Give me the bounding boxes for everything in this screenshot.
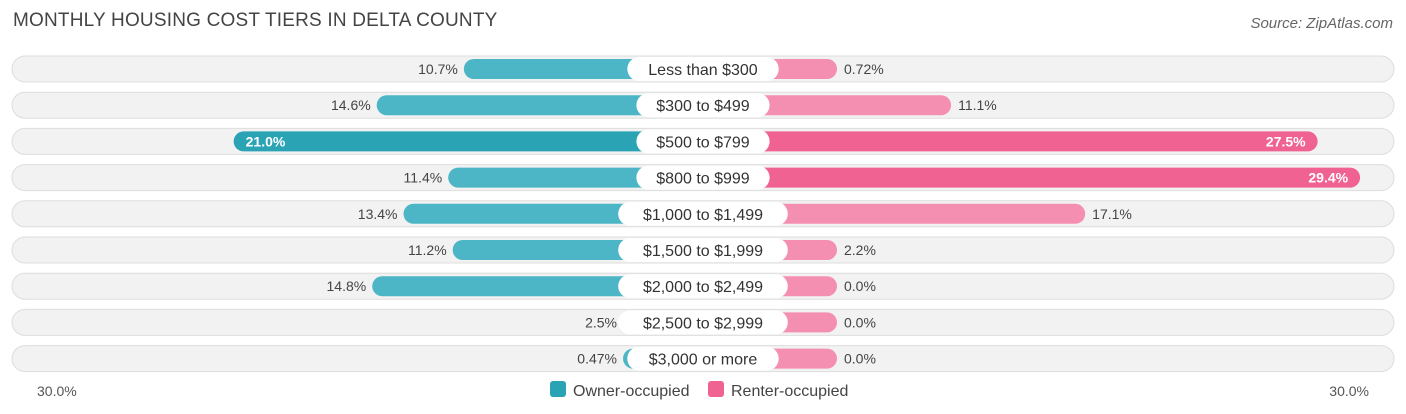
owner-value-label: 21.0%: [246, 133, 286, 149]
category-label: $1,500 to $1,999: [643, 243, 763, 260]
owner-value-label: 10.7%: [418, 61, 458, 77]
legend-renter-swatch: [708, 381, 724, 397]
renter-value-label: 0.0%: [844, 314, 876, 330]
owner-bar: [376, 95, 703, 116]
category-label: $800 to $999: [656, 171, 750, 188]
category-pill: [618, 274, 788, 299]
category-label: $1,000 to $1,499: [643, 207, 763, 224]
legend-owner-swatch: [550, 381, 566, 397]
renter-value-label: 0.72%: [844, 61, 884, 77]
category-label: $3,000 or more: [649, 352, 758, 369]
renter-bar: [703, 131, 1318, 152]
owner-bar: [233, 131, 703, 152]
renter-bar: [703, 167, 1361, 188]
owner-value-label: 14.6%: [331, 97, 371, 113]
category-pill: [636, 93, 770, 118]
renter-value-label: 17.1%: [1092, 206, 1132, 222]
category-label: $500 to $799: [656, 134, 750, 151]
legend-renter-label: Renter-occupied: [731, 383, 848, 400]
category-pill: [618, 201, 788, 226]
renter-value-label: 0.0%: [844, 351, 876, 367]
axis-right-label: 30.0%: [1329, 383, 1369, 399]
category-pill: [627, 346, 779, 371]
category-label: $2,000 to $2,499: [643, 279, 763, 296]
renter-bar: [703, 203, 1086, 224]
renter-value-label: 11.1%: [958, 97, 997, 113]
owner-value-label: 14.8%: [327, 278, 367, 294]
owner-value-label: 11.2%: [408, 242, 447, 258]
category-label: $300 to $499: [656, 98, 750, 115]
category-pill: [636, 129, 770, 154]
category-pill: [636, 165, 770, 190]
owner-value-label: 2.5%: [585, 314, 617, 330]
owner-value-label: 0.47%: [577, 351, 617, 367]
category-label: Less than $300: [648, 62, 758, 79]
chart-source: Source: ZipAtlas.com: [1250, 15, 1393, 32]
category-label: $2,500 to $2,999: [643, 315, 763, 332]
owner-value-label: 11.4%: [404, 170, 443, 186]
renter-value-label: 29.4%: [1308, 170, 1348, 186]
category-pill: [627, 57, 779, 81]
renter-value-label: 0.0%: [844, 278, 876, 294]
legend-owner-label: Owner-occupied: [573, 383, 690, 400]
owner-value-label: 13.4%: [358, 206, 398, 222]
renter-value-label: 27.5%: [1266, 133, 1306, 149]
category-pill: [618, 310, 788, 335]
chart-title: MONTHLY HOUSING COST TIERS IN DELTA COUN…: [13, 10, 498, 31]
axis-left-label: 30.0%: [37, 383, 77, 399]
category-pill: [618, 238, 788, 262]
renter-value-label: 2.2%: [844, 242, 876, 258]
